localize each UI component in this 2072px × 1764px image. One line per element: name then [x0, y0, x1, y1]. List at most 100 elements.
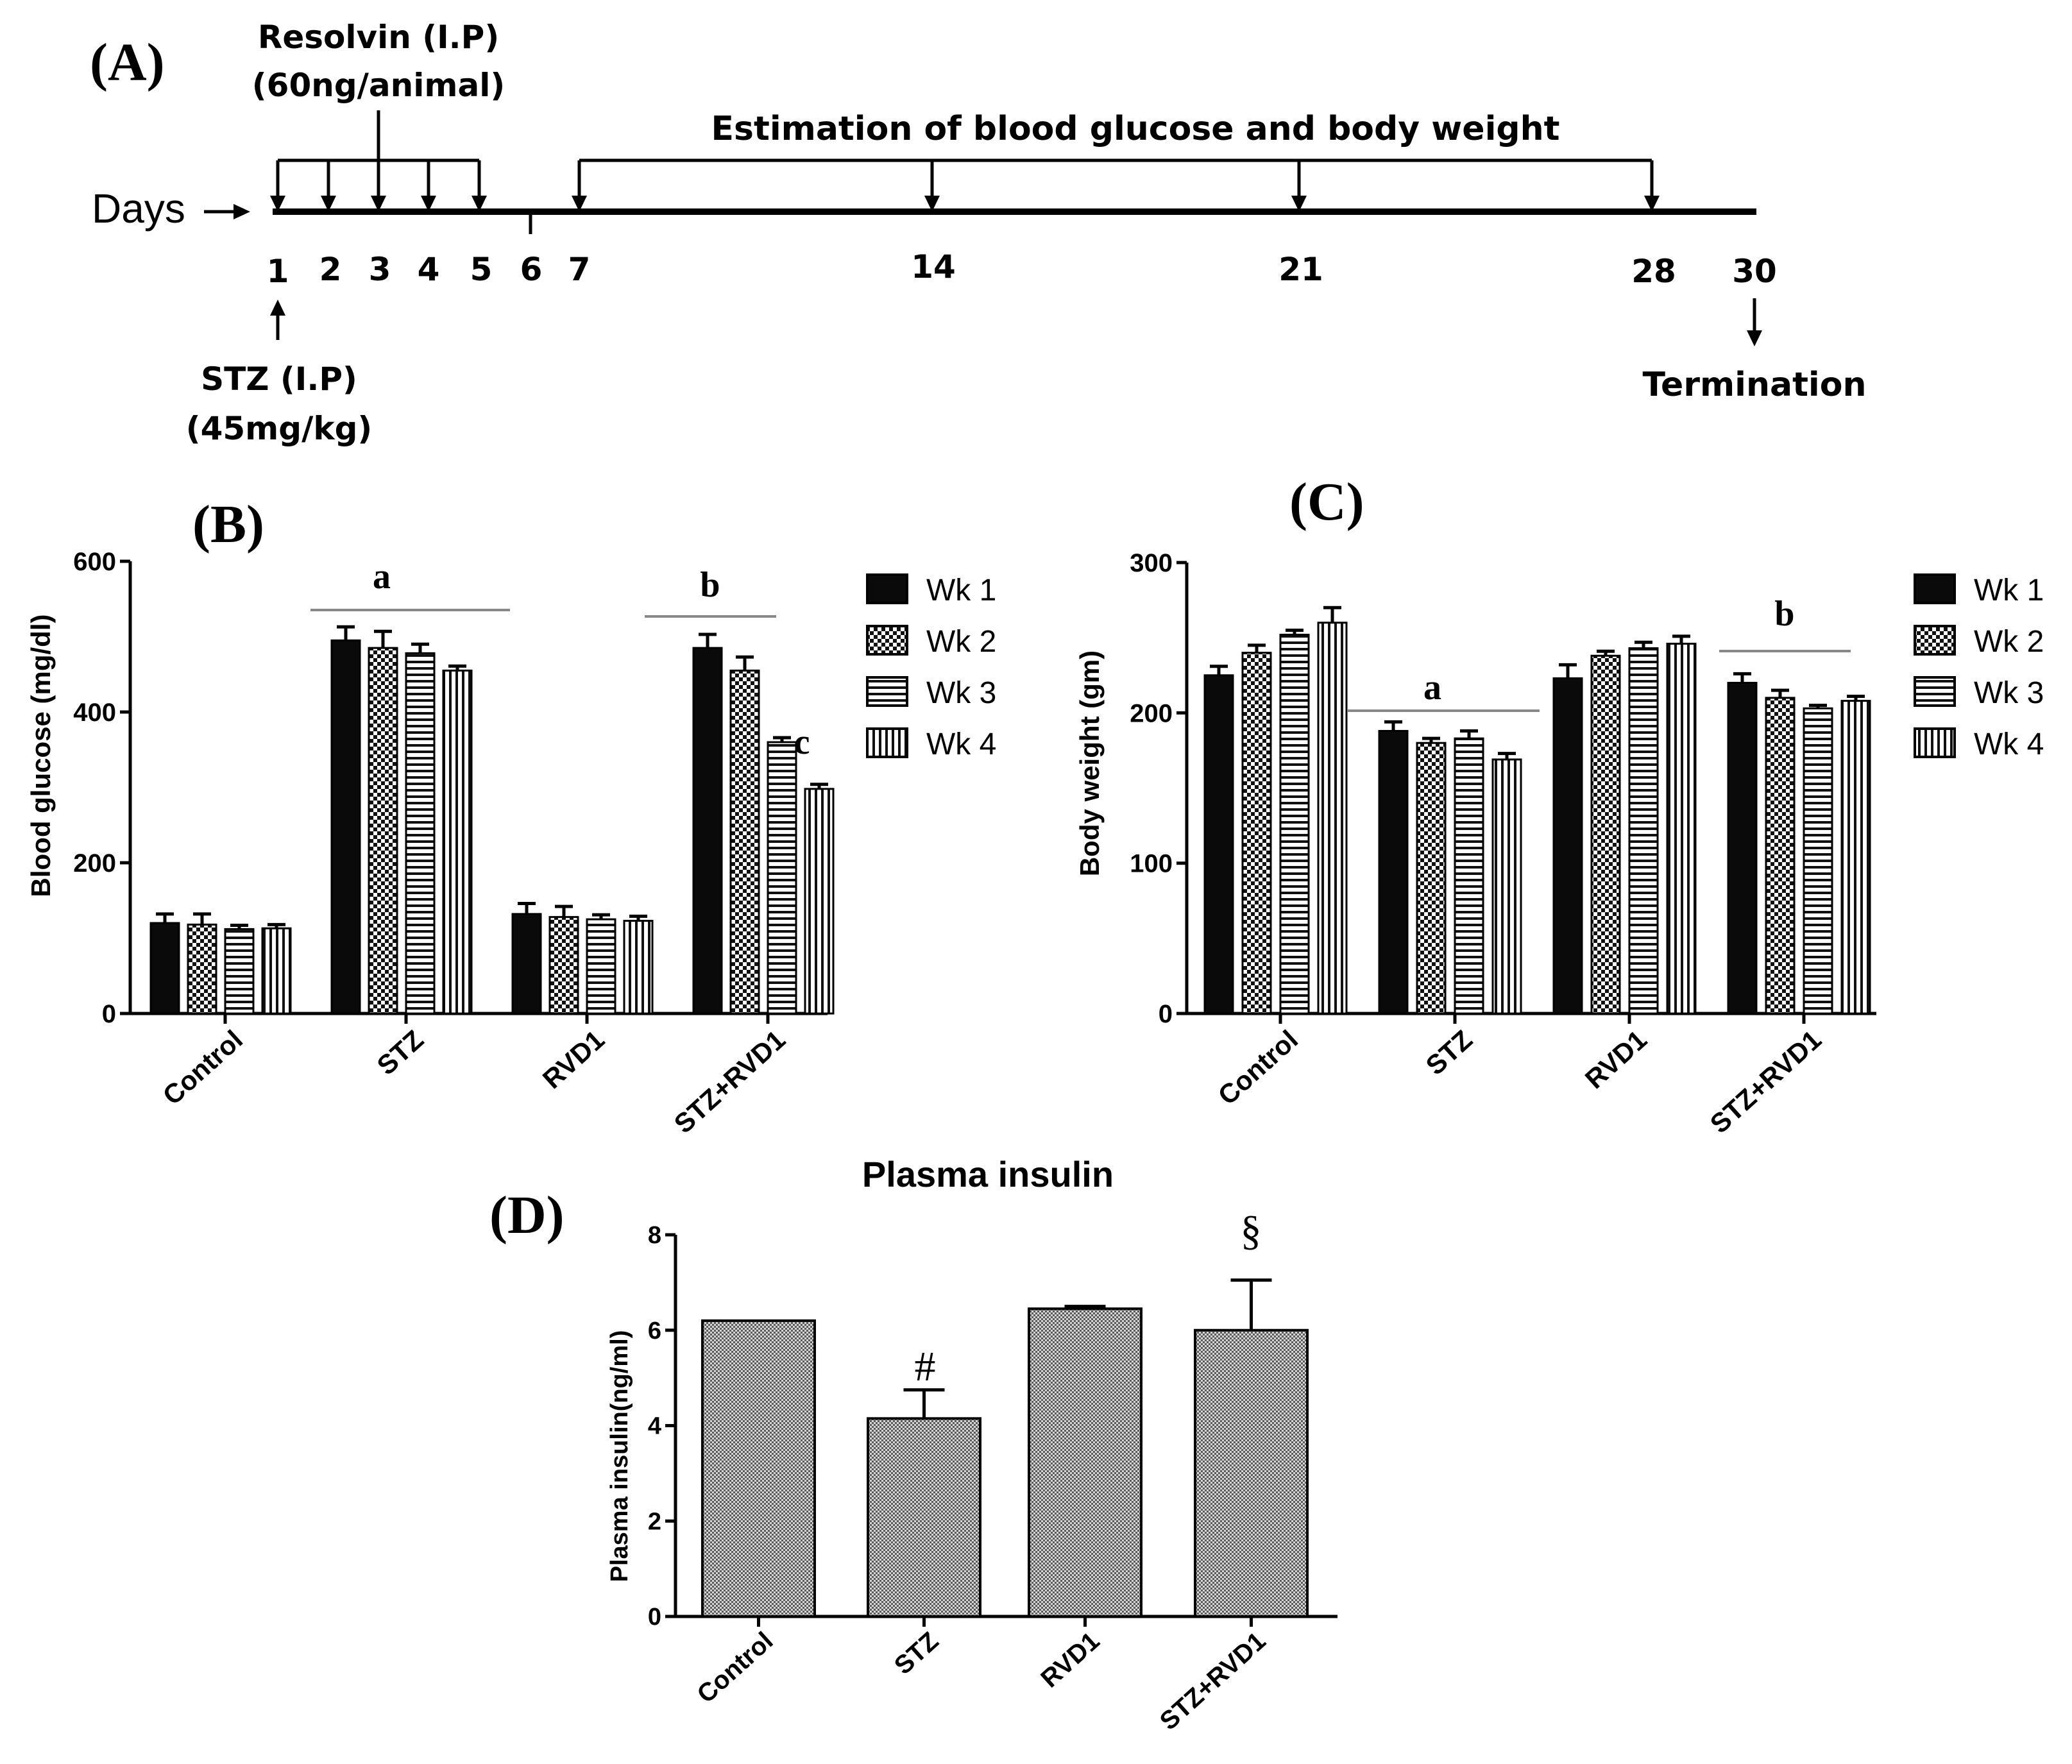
bar: [1203, 674, 1234, 1015]
annotations: ab: [1347, 594, 1851, 712]
x-tick-label: Control: [692, 1627, 778, 1709]
y-tick-label: 200: [1130, 699, 1173, 727]
bar: [224, 928, 255, 1015]
legend-swatch: [866, 727, 908, 758]
y-axis-title: Blood glucose (mg/dl): [26, 615, 56, 897]
bar: [548, 916, 579, 1015]
y-tick-label: 600: [73, 548, 116, 576]
x-tick-label: STZ+RVD1: [1155, 1627, 1271, 1736]
bar: [804, 788, 835, 1015]
panel-a-timeline: (A) Resolvin (I.P) (60ng/animal) Estimat…: [90, 19, 1867, 447]
estimation-arrows: [572, 160, 1660, 212]
y-tick-label: 100: [1130, 850, 1173, 878]
x-tick-label: STZ+RVD1: [668, 1024, 791, 1139]
bar: [1491, 758, 1522, 1015]
estimation-arrow-day7: [572, 160, 587, 212]
resolvin-dose: (60ng/animal): [252, 67, 505, 104]
legend-swatch: [1914, 625, 1956, 656]
resolvin-title: Resolvin (I.P): [258, 19, 499, 56]
y-tick-label: 0: [102, 1000, 116, 1028]
bar: [261, 927, 292, 1015]
bar: [1279, 633, 1310, 1015]
panel-label-c: (C): [1289, 472, 1364, 532]
resolvin-arrow-day3: [371, 160, 386, 212]
bar: [867, 1417, 981, 1618]
day-tick-label: 4: [418, 251, 440, 288]
bars: [1203, 606, 1871, 1015]
bar: [1590, 654, 1621, 1015]
panel-d-plasma-insulin-chart: (D) Plasma insulin Plasma insulin(ng/ml)…: [489, 1154, 1337, 1736]
panel-label-d: (D): [489, 1185, 565, 1245]
x-tick-label: Control: [1212, 1024, 1303, 1111]
legend: Wk 1 Wk 2 Wk 3 Wk 4: [1914, 573, 2044, 761]
day-tick-label: 2: [319, 251, 342, 288]
x-tick-label: STZ: [371, 1024, 429, 1081]
bar: [330, 639, 361, 1015]
y-tick-label: 2: [648, 1508, 661, 1535]
bar: [442, 669, 473, 1015]
x-tick-label: STZ: [1420, 1024, 1478, 1081]
bar: [692, 647, 723, 1015]
significance-letter: c: [794, 722, 810, 762]
annotations: a b c: [310, 557, 810, 762]
y-tick-label: 6: [648, 1318, 661, 1344]
y-tick-label: 200: [73, 849, 116, 878]
bar: [1552, 677, 1583, 1015]
day-tick-label: 30: [1732, 253, 1777, 290]
significance-letter: a: [1423, 668, 1441, 708]
y-tick-label: 400: [73, 699, 116, 727]
y-axis-title: Body weight (gm): [1074, 650, 1105, 876]
bar: [1840, 700, 1871, 1015]
legend-label: Wk 3: [926, 676, 996, 710]
bar: [767, 741, 797, 1015]
bar: [623, 919, 654, 1015]
bar: [368, 647, 398, 1015]
bar: [149, 922, 180, 1015]
estimation-arrow-day14: [924, 160, 940, 212]
day-tick-label: 21: [1278, 251, 1323, 288]
significance-symbol: #: [915, 1343, 936, 1390]
bar: [1416, 742, 1447, 1015]
significance-letter: b: [1774, 594, 1794, 634]
legend-label: Wk 3: [1974, 676, 2044, 710]
bar: [1803, 707, 1833, 1015]
panel-label-b: (B): [192, 495, 264, 554]
bar: [1727, 681, 1758, 1015]
x-tick-label: RVD1: [1035, 1627, 1105, 1693]
bar: [1194, 1328, 1309, 1618]
days-label: Days: [92, 185, 185, 232]
day-tick-label: 6: [520, 251, 543, 288]
legend-swatch: [1914, 573, 1956, 604]
estimation-arrow-day28: [1644, 160, 1660, 212]
legend-label: Wk 4: [926, 727, 996, 761]
bar: [405, 652, 436, 1015]
stz-title: STZ (I.P): [201, 360, 357, 398]
x-tick-label: RVD1: [1579, 1024, 1652, 1094]
day-tick-labels: 1 2 3 4 5 6 7 14 21 28 30: [267, 248, 1777, 290]
legend-label: Wk 1: [926, 573, 996, 607]
day-tick-label: 5: [470, 251, 493, 288]
bar: [586, 918, 616, 1015]
x-tick-label: STZ+RVD1: [1704, 1024, 1827, 1139]
estimation-arrow-day21: [1291, 160, 1307, 212]
bar: [701, 1319, 816, 1618]
days-arrow: [204, 204, 250, 219]
x-tick-label: Control: [157, 1024, 248, 1111]
panel-label-a: (A): [90, 33, 165, 92]
estimation-label: Estimation of blood glucose and body wei…: [711, 110, 1559, 148]
bar: [1628, 647, 1659, 1015]
day-tick-label: 14: [911, 248, 956, 285]
bar: [1317, 622, 1348, 1015]
panel-c-body-weight-chart: (C) Body weight (gm) 0 100 200 300 Control ST…: [1074, 472, 2044, 1139]
resolvin-arrows: [270, 160, 487, 212]
bars: [149, 625, 835, 1015]
day-tick-label: 1: [267, 253, 289, 290]
bar: [1765, 697, 1796, 1015]
x-tick-label: STZ: [889, 1627, 944, 1680]
stz-arrow: [270, 300, 285, 340]
y-tick-label: 0: [648, 1604, 661, 1631]
bar: [187, 923, 217, 1015]
bar: [1241, 652, 1272, 1015]
day-tick-label: 3: [369, 251, 391, 288]
